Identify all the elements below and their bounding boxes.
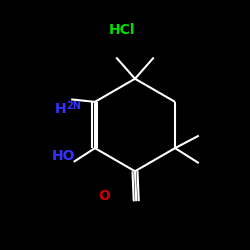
Text: O: O: [98, 189, 110, 203]
Text: H: H: [54, 102, 66, 116]
Text: 2N: 2N: [66, 101, 81, 111]
Text: HCl: HCl: [109, 23, 136, 37]
Text: HO: HO: [52, 149, 76, 163]
